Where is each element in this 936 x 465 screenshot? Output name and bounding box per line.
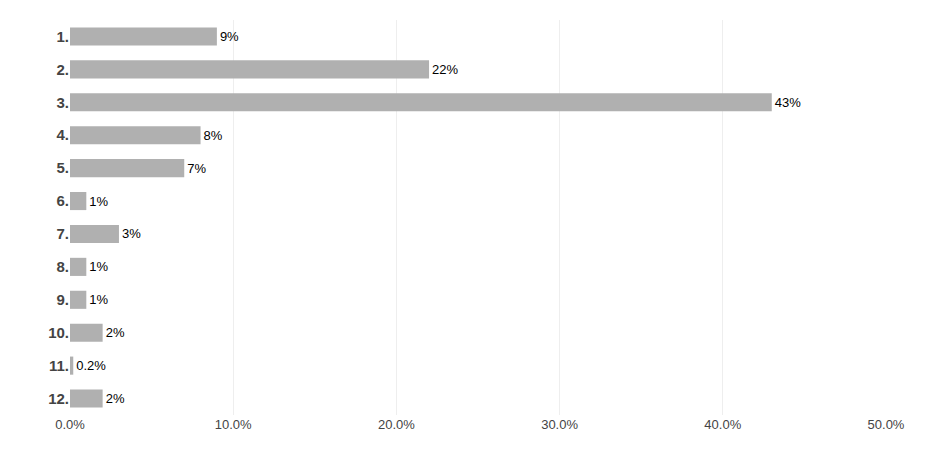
svg-text:12.: 12. — [48, 390, 69, 407]
svg-text:3.: 3. — [56, 94, 69, 111]
svg-text:22%: 22% — [432, 62, 458, 77]
svg-text:2%: 2% — [106, 325, 125, 340]
svg-text:11.: 11. — [49, 357, 69, 374]
svg-text:50.0%: 50.0% — [868, 417, 905, 432]
svg-text:2.: 2. — [56, 61, 69, 78]
svg-text:7.: 7. — [56, 225, 69, 242]
svg-text:9.: 9. — [56, 291, 69, 308]
svg-text:10.0%: 10.0% — [215, 417, 252, 432]
svg-text:1%: 1% — [89, 292, 108, 307]
svg-text:8.: 8. — [56, 258, 69, 275]
svg-text:9%: 9% — [220, 29, 239, 44]
svg-text:6.: 6. — [56, 192, 69, 209]
svg-text:2%: 2% — [106, 391, 125, 406]
svg-text:10.: 10. — [48, 324, 69, 341]
svg-text:3%: 3% — [122, 226, 141, 241]
svg-text:20.0%: 20.0% — [378, 417, 415, 432]
svg-text:7%: 7% — [187, 161, 206, 176]
svg-text:4.: 4. — [56, 126, 69, 143]
svg-text:0.2%: 0.2% — [76, 358, 106, 373]
svg-text:43%: 43% — [775, 95, 801, 110]
svg-text:5.: 5. — [56, 159, 69, 176]
svg-text:1%: 1% — [89, 259, 108, 274]
svg-text:0.0%: 0.0% — [55, 417, 85, 432]
svg-text:8%: 8% — [204, 128, 223, 143]
svg-text:1%: 1% — [89, 194, 108, 209]
svg-text:40.0%: 40.0% — [704, 417, 741, 432]
svg-text:30.0%: 30.0% — [541, 417, 578, 432]
svg-text:1.: 1. — [56, 28, 69, 45]
